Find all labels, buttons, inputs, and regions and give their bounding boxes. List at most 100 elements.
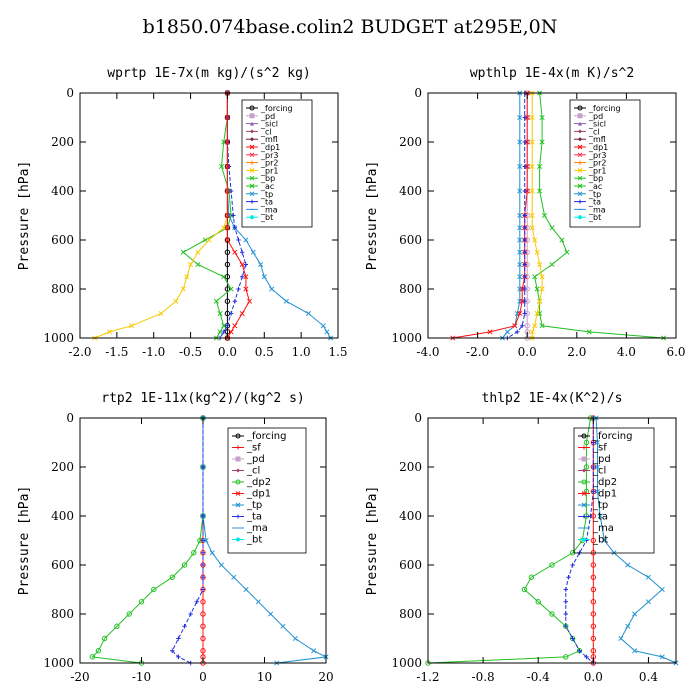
marker <box>517 249 523 255</box>
marker <box>239 274 245 279</box>
marker <box>158 310 164 317</box>
marker <box>577 191 583 197</box>
legend: _forcing_sf_pd_cl_dp2_dp1_tp_ta_ma_bt <box>227 427 307 554</box>
series-tp <box>593 415 679 666</box>
legend-box <box>227 427 307 554</box>
x-tick-label: -1.2 <box>416 670 439 684</box>
x-tick-label: -0.4 <box>527 670 551 684</box>
marker <box>95 648 102 654</box>
series-line <box>182 93 232 339</box>
marker <box>522 311 527 316</box>
marker <box>249 113 255 119</box>
marker <box>597 513 603 519</box>
marker <box>250 137 254 142</box>
marker <box>529 188 535 194</box>
marker <box>487 329 493 335</box>
marker <box>236 237 241 243</box>
series-line <box>91 418 204 664</box>
marker <box>517 310 523 317</box>
marker <box>577 152 583 158</box>
marker <box>203 537 209 544</box>
x-tick-label: 0.5 <box>255 345 274 359</box>
legend-label: _tp <box>592 500 608 511</box>
marker <box>582 537 586 542</box>
marker <box>578 199 582 204</box>
marker <box>224 139 230 145</box>
chart-panel-2: wpthlp 1E-4x(m K)/s^2 Pressure [hPa] -4.0 -… <box>365 66 686 359</box>
marker <box>138 599 145 605</box>
marker <box>200 635 206 642</box>
marker <box>659 586 665 593</box>
x-tick-label: -1.0 <box>142 345 165 359</box>
marker <box>582 468 586 473</box>
series-pr1 <box>529 90 545 341</box>
marker <box>235 502 241 508</box>
marker <box>563 587 568 592</box>
marker <box>101 635 108 642</box>
x-tick-label: -2.0 <box>68 345 91 359</box>
marker <box>249 144 255 150</box>
legend-label: _forcing <box>246 431 287 442</box>
y-axis-label: Pressure [hPa] <box>17 486 32 596</box>
marker <box>200 538 206 543</box>
marker <box>311 648 317 654</box>
legend-label: _mfl <box>588 135 606 144</box>
marker <box>570 636 575 641</box>
legend-label: _sf <box>592 443 607 454</box>
marker <box>563 611 568 617</box>
legend-box <box>573 427 655 554</box>
marker <box>517 139 523 145</box>
marker <box>232 225 237 230</box>
marker <box>173 298 179 304</box>
marker <box>522 225 527 230</box>
marker <box>578 129 582 134</box>
marker <box>524 139 530 145</box>
marker <box>586 329 592 335</box>
marker <box>564 249 570 255</box>
marker <box>188 611 193 617</box>
marker <box>218 163 225 170</box>
marker <box>324 329 330 335</box>
marker <box>539 286 545 292</box>
series-line <box>94 93 228 339</box>
marker <box>250 249 256 255</box>
y-axis-label: Pressure [hPa] <box>17 161 32 271</box>
marker <box>577 183 583 189</box>
marker <box>563 624 568 629</box>
marker <box>239 310 245 317</box>
marker <box>534 310 540 317</box>
marker <box>231 213 236 218</box>
y-tick-label: 800 <box>399 607 422 621</box>
legend-label: _sf <box>246 443 261 454</box>
marker <box>529 212 535 219</box>
marker <box>581 502 587 508</box>
marker <box>206 237 212 243</box>
marker <box>236 514 240 519</box>
marker <box>182 624 187 629</box>
marker <box>224 249 231 255</box>
y-tick-label: 400 <box>51 509 74 523</box>
marker <box>180 249 186 255</box>
marker <box>200 550 206 555</box>
panel-title: rtp2 1E-11x(kg^2)/(kg^2 s) <box>101 391 305 406</box>
marker <box>529 114 535 121</box>
marker <box>218 562 225 568</box>
legend-label: _pd <box>588 112 603 121</box>
x-tick-label: -0.5 <box>179 345 202 359</box>
marker <box>591 489 596 494</box>
marker <box>594 464 601 470</box>
marker <box>625 623 631 629</box>
marker <box>524 114 530 121</box>
series-tp <box>200 415 329 666</box>
marker <box>228 188 234 194</box>
marker <box>537 298 543 304</box>
marker <box>236 537 240 542</box>
marker <box>659 654 665 660</box>
marker <box>250 215 254 220</box>
marker <box>632 611 638 617</box>
marker <box>250 160 254 165</box>
marker <box>224 114 230 121</box>
marker <box>255 599 261 605</box>
legend-label: _cl <box>592 466 606 477</box>
marker <box>537 261 543 268</box>
